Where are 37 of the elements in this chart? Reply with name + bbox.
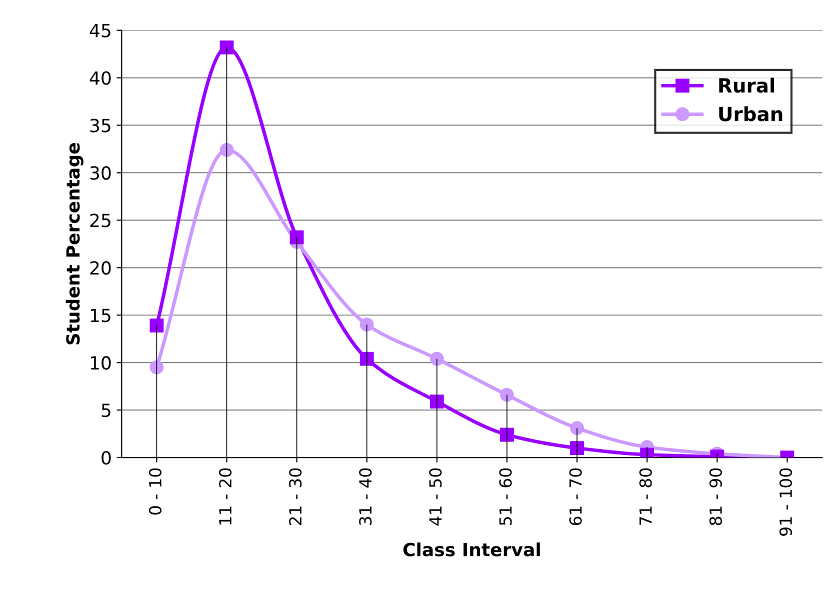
y-tick-label: 10 bbox=[90, 356, 111, 370]
point bbox=[430, 352, 444, 366]
x-tick-label: 71 - 80 bbox=[639, 468, 652, 525]
y-tick-label: 5 bbox=[102, 404, 110, 418]
point bbox=[570, 421, 584, 436]
point bbox=[430, 394, 444, 408]
x-tick-label: 81 - 90 bbox=[709, 468, 722, 526]
y-tick-label: 45 bbox=[90, 24, 110, 38]
point bbox=[220, 142, 234, 157]
point bbox=[360, 352, 374, 366]
point bbox=[150, 360, 164, 374]
legend-label: Rural bbox=[719, 78, 774, 93]
x-tick-label: 51 - 60 bbox=[499, 468, 512, 525]
x-tick-label: 0 - 10 bbox=[148, 468, 162, 515]
y-tick-label: 25 bbox=[90, 214, 110, 228]
y-tick-label: 20 bbox=[90, 261, 111, 275]
x-tick-label: 61 - 70 bbox=[569, 468, 582, 526]
x-tick-label: 91 - 100 bbox=[779, 468, 792, 536]
y-axis-title: Student Percentage bbox=[66, 142, 84, 344]
y-tick-label: 35 bbox=[90, 118, 110, 132]
y-tick-label: 30 bbox=[90, 166, 111, 180]
point bbox=[220, 40, 234, 54]
y-tick-label: 40 bbox=[90, 71, 111, 85]
point bbox=[150, 318, 164, 333]
x-tick-label: 31 - 40 bbox=[359, 468, 372, 526]
y-tick-label: 15 bbox=[90, 308, 110, 322]
legend-label: Urban bbox=[719, 106, 782, 122]
x-tick-label: 41 - 50 bbox=[429, 468, 442, 526]
x-tick-label: 21 - 30 bbox=[289, 468, 302, 526]
x-tick-label: 11 - 20 bbox=[218, 468, 232, 524]
point bbox=[290, 230, 304, 244]
y-tick-label: 0 bbox=[102, 450, 111, 465]
x-axis-title: Class Interval bbox=[403, 542, 540, 556]
point bbox=[360, 318, 374, 332]
point bbox=[570, 441, 584, 455]
point bbox=[500, 428, 514, 442]
point bbox=[500, 388, 514, 402]
